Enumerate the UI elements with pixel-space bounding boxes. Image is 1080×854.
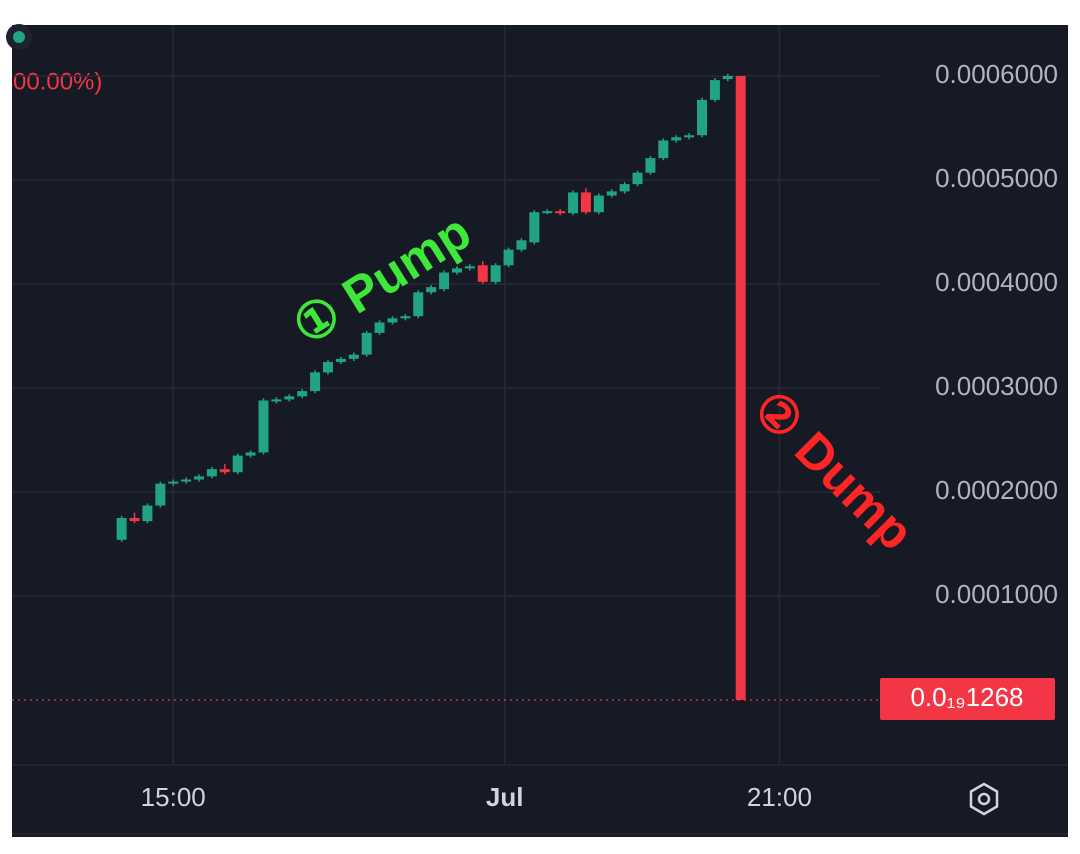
- x-tick-label: 21:00: [747, 782, 812, 812]
- candle-body: [271, 399, 282, 402]
- candle-body: [516, 240, 527, 250]
- candle-body: [671, 137, 682, 141]
- candle-body: [387, 318, 398, 323]
- candle-body: [426, 287, 437, 293]
- candle-body: [632, 172, 643, 185]
- candle-body: [322, 361, 333, 373]
- candle-body: [361, 332, 372, 355]
- y-tick-label: 0.0003000: [935, 371, 1058, 401]
- candle-body: [168, 481, 179, 484]
- y-tick-label: 0.0004000: [935, 267, 1058, 297]
- candle-body: [439, 272, 450, 290]
- y-tick-label: 0.0006000: [935, 59, 1058, 89]
- y-tick-label: 0.0002000: [935, 475, 1058, 505]
- last-price-label: 0.0₁₉1268: [910, 682, 1023, 712]
- candle-body: [284, 396, 295, 400]
- candle-body: [697, 99, 708, 136]
- candle-body: [245, 452, 256, 456]
- candle-body: [490, 265, 501, 282]
- candle-body: [129, 517, 140, 522]
- candle-body: [645, 158, 656, 173]
- candle-body: [155, 483, 166, 506]
- candle-body: [593, 195, 604, 213]
- candle-body: [464, 266, 475, 269]
- candle-body: [735, 75, 746, 700]
- candle-body: [684, 135, 695, 138]
- candle-body: [413, 292, 424, 317]
- candle-body: [194, 476, 205, 480]
- last-price-tag: 0.0₁₉1268: [880, 678, 1055, 720]
- candle-body: [529, 212, 540, 243]
- candle-body: [568, 192, 579, 214]
- candle-body: [310, 372, 321, 392]
- candle-body: [335, 358, 346, 362]
- change-label: 00.00%): [13, 68, 102, 95]
- y-tick-label: 0.0001000: [935, 579, 1058, 609]
- candle-body: [555, 211, 566, 214]
- candle-body: [142, 505, 153, 522]
- candle-body: [542, 211, 553, 214]
- candle-body: [722, 75, 733, 80]
- candle-body: [606, 191, 617, 196]
- candle-body: [219, 469, 230, 473]
- settings-hex: [969, 782, 999, 816]
- candle-body: [116, 517, 127, 540]
- settings-center: [977, 792, 991, 806]
- candle-body: [232, 455, 243, 473]
- candle-body: [477, 265, 488, 282]
- candle-body: [297, 391, 308, 397]
- candle-body: [709, 80, 720, 100]
- candle-body: [451, 268, 462, 273]
- x-tick-label: Jul: [486, 782, 524, 812]
- candle-body: [503, 249, 514, 266]
- candle-body: [400, 316, 411, 319]
- y-tick-label: 0.0005000: [935, 163, 1058, 193]
- candle-body: [348, 354, 359, 359]
- candle-body: [206, 469, 217, 477]
- candle-body: [374, 322, 385, 333]
- status-dot: [13, 31, 25, 43]
- candle-body: [658, 140, 669, 159]
- x-tick-label: 15:00: [141, 782, 206, 812]
- candle-body: [619, 184, 630, 192]
- settings-icon[interactable]: [969, 782, 999, 816]
- last-price-box: [880, 678, 1055, 720]
- candle-body: [181, 479, 192, 482]
- candle-body: [580, 192, 591, 213]
- candle-body: [258, 400, 269, 453]
